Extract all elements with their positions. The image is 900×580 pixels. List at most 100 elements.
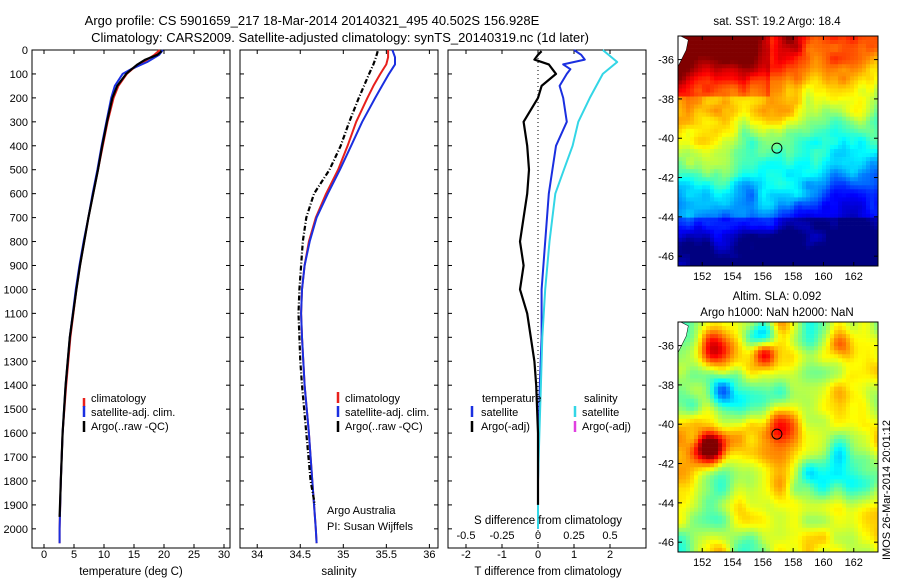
heatmap-cell [714,112,719,118]
heatmap-cell [806,136,811,142]
heatmap-cell [766,140,771,146]
heatmap-cell [798,177,803,182]
heatmap-cell [766,116,771,122]
heatmap-cell [810,455,815,460]
heatmap-cell [838,124,843,130]
heatmap-cell [722,342,727,347]
heatmap-cell [782,189,787,194]
heatmap-cell [722,402,727,408]
heatmap-cell [686,161,691,166]
heatmap-cell [690,60,695,65]
heatmap-cell [726,116,731,122]
heatmap-cell [678,362,683,367]
heatmap-cell [790,189,795,194]
heatmap-cell [770,80,775,85]
heatmap-cell [826,406,831,412]
heatmap-cell [846,398,851,404]
heatmap-cell [710,338,715,343]
heatmap-cell [834,104,839,109]
heatmap-cell [810,398,815,404]
heatmap-cell [794,447,799,452]
heatmap-cell [834,358,839,363]
heatmap-cell [742,205,747,210]
heatmap-cell [730,157,735,162]
heatmap-cell [718,366,723,371]
map-x-tick-label: 154 [723,271,741,283]
heatmap-cell [754,225,759,230]
heatmap-cell [698,426,703,432]
salinity-xlabel: salinity [321,566,356,578]
heatmap-cell [758,161,763,166]
heatmap-cell [806,112,811,118]
heatmap-cell [754,120,759,126]
heatmap-cell [842,140,847,146]
heatmap-cell [706,128,711,134]
heatmap-cell [842,398,847,404]
heatmap-cell [810,132,815,138]
heatmap-cell [862,116,867,122]
heatmap-cell [726,253,731,259]
heatmap-cell [758,366,763,371]
heatmap-cell [702,56,707,61]
heatmap-cell [774,144,779,150]
heatmap-cell [870,124,875,130]
heatmap-cell [818,467,823,472]
heatmap-cell [782,153,787,158]
heatmap-cell [702,430,707,436]
heatmap-cell [678,177,683,182]
heatmap-cell [766,378,771,383]
heatmap-cell [730,253,735,259]
heatmap-cell [822,124,827,130]
heatmap-cell [762,467,767,472]
heatmap-cell [726,84,731,89]
heatmap-cell [814,88,819,93]
heatmap-cell [790,197,795,202]
heatmap-cell [798,153,803,158]
heatmap-cell [698,165,703,170]
heatmap-cell [830,370,835,375]
heatmap-cell [862,84,867,89]
heatmap-cell [710,354,715,359]
heatmap-cell [718,447,723,452]
heatmap-cell [698,104,703,109]
heatmap-cell [726,92,731,97]
heatmap-cell [846,241,851,247]
heatmap-cell [682,173,687,178]
heatmap-cell [774,36,779,41]
heatmap-cell [790,40,795,45]
heatmap-cell [702,132,707,138]
heatmap-cell [758,209,763,214]
heatmap-cell [738,422,743,428]
heatmap-cell [714,366,719,371]
heatmap-cell [766,426,771,432]
heatmap-cell [778,68,783,73]
heatmap-cell [858,467,863,472]
heatmap-cell [682,241,687,247]
heatmap-cell [798,205,803,210]
heatmap-cell [678,455,683,460]
heatmap-cell [746,261,751,267]
heatmap-cell [810,80,815,85]
heatmap-cell [698,378,703,383]
heatmap-cell [706,140,711,146]
heatmap-cell [738,72,743,77]
heatmap-cell [850,56,855,61]
heatmap-cell [746,443,751,448]
heatmap-cell [818,161,823,166]
heatmap-cell [702,116,707,122]
heatmap-cell [730,92,735,97]
heatmap-cell [746,455,751,460]
heatmap-cell [790,136,795,142]
heatmap-cell [758,394,763,399]
heatmap-cell [822,52,827,57]
heatmap-cell [818,330,823,335]
heatmap-cell [722,140,727,146]
heatmap-cell [834,422,839,428]
heatmap-cell [774,48,779,53]
heatmap-cell [806,181,811,186]
heatmap-cell [750,354,755,359]
heatmap-cell [750,221,755,226]
heatmap-cell [818,181,823,186]
heatmap-cell [806,197,811,202]
heatmap-cell [710,140,715,146]
